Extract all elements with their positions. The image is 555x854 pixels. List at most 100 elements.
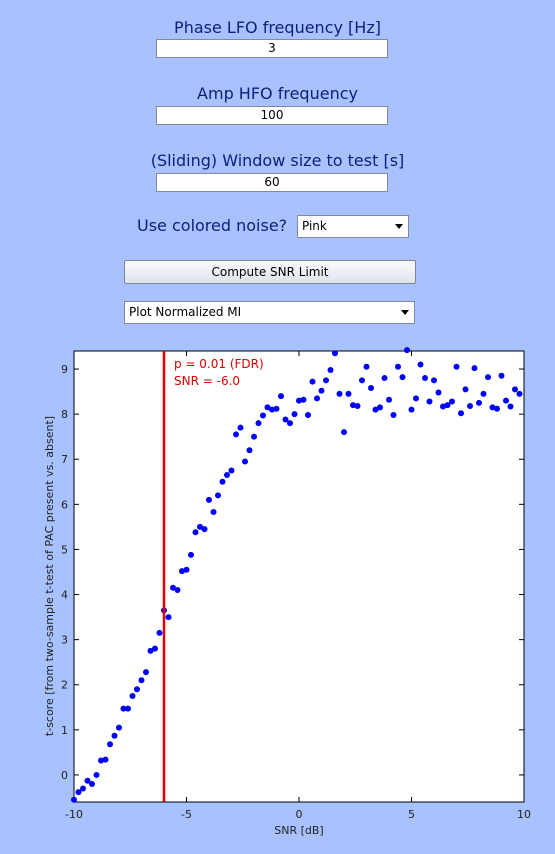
data-point [404, 347, 410, 354]
data-point [354, 403, 361, 410]
data-point [237, 424, 244, 431]
data-point [120, 705, 127, 712]
data-point [251, 433, 257, 440]
data-point [467, 403, 473, 410]
data-point [269, 406, 275, 413]
amp-frequency-input[interactable]: 100 [156, 106, 388, 125]
data-point [179, 568, 185, 575]
data-point [228, 467, 235, 474]
data-point [210, 509, 217, 516]
phase-frequency-input[interactable]: 3 [156, 39, 388, 58]
data-point [255, 420, 262, 427]
data-point [422, 375, 428, 382]
x-tick-label: 0 [296, 808, 303, 821]
window-size-input[interactable]: 60 [156, 173, 388, 192]
data-point [440, 403, 446, 410]
data-point [84, 777, 91, 784]
plot-area [73, 350, 525, 803]
annotation-snr: SNR = -6.0 [174, 374, 240, 388]
data-point [125, 705, 131, 712]
data-point [516, 390, 523, 397]
data-point [156, 629, 163, 636]
y-tick-label: 0 [61, 769, 68, 782]
data-point [390, 412, 397, 419]
data-point [201, 526, 208, 533]
data-point [192, 529, 199, 536]
data-point [318, 387, 325, 394]
data-point [291, 411, 298, 418]
data-point [89, 780, 95, 787]
data-point [462, 386, 469, 393]
compute-snr-button[interactable]: Compute SNR Limit [124, 260, 416, 284]
data-point [264, 404, 271, 411]
data-point [174, 587, 181, 594]
data-point [336, 390, 343, 397]
data-point [300, 396, 307, 403]
plot-type-select[interactable]: Plot Normalized MI [124, 301, 415, 324]
data-point [197, 523, 203, 530]
y-tick-label: 7 [61, 453, 68, 466]
data-point [435, 389, 442, 396]
data-point [143, 669, 149, 676]
data-point [444, 402, 451, 409]
data-point [453, 363, 460, 370]
y-tick-label: 1 [61, 724, 68, 737]
data-point [93, 771, 100, 778]
data-point [219, 478, 226, 485]
chevron-down-icon [395, 224, 403, 229]
data-point [345, 390, 352, 397]
data-point [498, 372, 505, 379]
data-point [309, 378, 316, 385]
data-point [233, 431, 239, 438]
data-point [327, 366, 334, 373]
data-point [282, 416, 289, 423]
data-point [102, 756, 109, 763]
data-point [395, 363, 401, 370]
data-point [377, 404, 383, 411]
data-point [224, 472, 230, 479]
data-point [260, 412, 266, 419]
y-tick-label: 8 [61, 408, 68, 421]
data-point [147, 647, 154, 654]
data-point [386, 396, 392, 403]
data-point [188, 551, 194, 558]
x-tick-label: -10 [65, 808, 83, 821]
data-point [80, 785, 86, 792]
noise-select-value: Pink [302, 219, 327, 233]
colored-noise-label: Use colored noise? [137, 216, 288, 235]
data-point [183, 566, 190, 573]
data-point [116, 724, 122, 731]
data-point [449, 398, 455, 405]
data-point [368, 384, 374, 391]
data-point [363, 363, 370, 370]
data-point [507, 403, 514, 410]
data-point [372, 406, 379, 413]
data-point [71, 796, 77, 803]
y-tick-label: 6 [61, 498, 68, 511]
data-point [314, 395, 320, 402]
y-tick-label: 4 [61, 589, 68, 602]
data-point [399, 374, 406, 381]
data-point [512, 386, 518, 393]
data-point [476, 399, 482, 406]
data-point [471, 365, 478, 372]
data-point [75, 789, 82, 796]
data-point [431, 377, 437, 384]
phase-frequency-label: Phase LFO frequency [Hz] [174, 18, 381, 37]
data-point [485, 374, 491, 381]
data-point [341, 429, 347, 436]
y-tick-label: 5 [61, 543, 68, 556]
data-point [107, 741, 113, 748]
data-point [134, 686, 140, 693]
noise-select[interactable]: Pink [297, 215, 409, 238]
window-size-label: (Sliding) Window size to test [s] [150, 151, 405, 170]
annotation-p-value: p = 0.01 (FDR) [174, 357, 264, 371]
x-tick-label: 10 [517, 808, 531, 821]
y-axis-label: t-score [from two-sample t-test of PAC p… [43, 416, 56, 736]
data-point [278, 393, 284, 400]
data-point [305, 412, 311, 419]
data-point [458, 410, 464, 417]
x-tick-label: 5 [408, 808, 415, 821]
data-point [332, 350, 338, 357]
